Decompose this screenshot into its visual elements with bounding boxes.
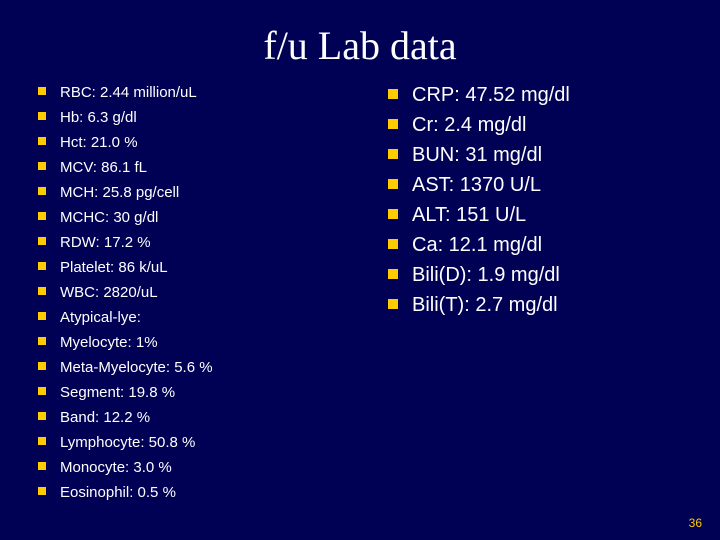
- list-item: Myelocyte: 1%: [38, 331, 388, 354]
- square-bullet-icon: [38, 87, 46, 95]
- square-bullet-icon: [38, 487, 46, 495]
- list-item: Bili(D): 1.9 mg/dl: [388, 261, 688, 289]
- list-item: Platelet: 86 k/uL: [38, 256, 388, 279]
- list-item-label: Cr: 2.4 mg/dl: [412, 111, 526, 139]
- list-item-label: ALT: 151 U/L: [412, 201, 526, 229]
- square-bullet-icon: [388, 299, 398, 309]
- list-item: Hct: 21.0 %: [38, 131, 388, 154]
- list-item-label: Band: 12.2 %: [60, 406, 150, 429]
- list-item: Bili(T): 2.7 mg/dl: [388, 291, 688, 319]
- list-item-label: MCV: 86.1 fL: [60, 156, 147, 179]
- square-bullet-icon: [38, 387, 46, 395]
- square-bullet-icon: [388, 179, 398, 189]
- list-item: ALT: 151 U/L: [388, 201, 688, 229]
- list-item: BUN: 31 mg/dl: [388, 141, 688, 169]
- square-bullet-icon: [38, 412, 46, 420]
- content-columns: RBC: 2.44 million/uLHb: 6.3 g/dlHct: 21.…: [0, 81, 720, 506]
- list-item: Monocyte: 3.0 %: [38, 456, 388, 479]
- list-item-label: Atypical-lye:: [60, 306, 141, 329]
- list-item-label: AST: 1370 U/L: [412, 171, 541, 199]
- list-item-label: Bili(T): 2.7 mg/dl: [412, 291, 558, 319]
- list-item: Cr: 2.4 mg/dl: [388, 111, 688, 139]
- square-bullet-icon: [38, 287, 46, 295]
- list-item: Band: 12.2 %: [38, 406, 388, 429]
- square-bullet-icon: [38, 162, 46, 170]
- list-item: MCV: 86.1 fL: [38, 156, 388, 179]
- page-number: 36: [689, 516, 702, 530]
- square-bullet-icon: [38, 462, 46, 470]
- list-item: RBC: 2.44 million/uL: [38, 81, 388, 104]
- square-bullet-icon: [388, 209, 398, 219]
- list-item-label: Monocyte: 3.0 %: [60, 456, 172, 479]
- list-item-label: Ca: 12.1 mg/dl: [412, 231, 542, 259]
- list-item: Meta-Myelocyte: 5.6 %: [38, 356, 388, 379]
- square-bullet-icon: [388, 119, 398, 129]
- list-item-label: Eosinophil: 0.5 %: [60, 481, 176, 504]
- square-bullet-icon: [38, 112, 46, 120]
- list-item: Eosinophil: 0.5 %: [38, 481, 388, 504]
- square-bullet-icon: [38, 337, 46, 345]
- square-bullet-icon: [38, 187, 46, 195]
- square-bullet-icon: [388, 89, 398, 99]
- list-item: RDW: 17.2 %: [38, 231, 388, 254]
- square-bullet-icon: [38, 237, 46, 245]
- list-item: Ca: 12.1 mg/dl: [388, 231, 688, 259]
- list-item-label: Lymphocyte: 50.8 %: [60, 431, 195, 454]
- square-bullet-icon: [38, 362, 46, 370]
- list-item-label: Hct: 21.0 %: [60, 131, 138, 154]
- list-item: AST: 1370 U/L: [388, 171, 688, 199]
- square-bullet-icon: [388, 149, 398, 159]
- left-column: RBC: 2.44 million/uLHb: 6.3 g/dlHct: 21.…: [38, 81, 388, 506]
- list-item-label: Bili(D): 1.9 mg/dl: [412, 261, 560, 289]
- list-item-label: Segment: 19.8 %: [60, 381, 175, 404]
- square-bullet-icon: [38, 212, 46, 220]
- square-bullet-icon: [38, 312, 46, 320]
- list-item-label: BUN: 31 mg/dl: [412, 141, 542, 169]
- list-item-label: Myelocyte: 1%: [60, 331, 158, 354]
- square-bullet-icon: [38, 437, 46, 445]
- square-bullet-icon: [38, 262, 46, 270]
- list-item-label: Meta-Myelocyte: 5.6 %: [60, 356, 213, 379]
- square-bullet-icon: [38, 137, 46, 145]
- square-bullet-icon: [388, 269, 398, 279]
- right-column: CRP: 47.52 mg/dlCr: 2.4 mg/dlBUN: 31 mg/…: [388, 81, 688, 506]
- list-item-label: RBC: 2.44 million/uL: [60, 81, 197, 104]
- list-item-label: CRP: 47.52 mg/dl: [412, 81, 570, 109]
- square-bullet-icon: [388, 239, 398, 249]
- list-item: WBC: 2820/uL: [38, 281, 388, 304]
- list-item: Hb: 6.3 g/dl: [38, 106, 388, 129]
- list-item-label: Hb: 6.3 g/dl: [60, 106, 137, 129]
- list-item-label: MCH: 25.8 pg/cell: [60, 181, 179, 204]
- list-item: Lymphocyte: 50.8 %: [38, 431, 388, 454]
- slide: f/u Lab data RBC: 2.44 million/uLHb: 6.3…: [0, 0, 720, 540]
- list-item-label: WBC: 2820/uL: [60, 281, 158, 304]
- list-item: Atypical-lye:: [38, 306, 388, 329]
- list-item-label: Platelet: 86 k/uL: [60, 256, 168, 279]
- list-item-label: RDW: 17.2 %: [60, 231, 151, 254]
- list-item: Segment: 19.8 %: [38, 381, 388, 404]
- list-item-label: MCHC: 30 g/dl: [60, 206, 158, 229]
- list-item: MCH: 25.8 pg/cell: [38, 181, 388, 204]
- slide-title: f/u Lab data: [0, 0, 720, 81]
- list-item: MCHC: 30 g/dl: [38, 206, 388, 229]
- list-item: CRP: 47.52 mg/dl: [388, 81, 688, 109]
